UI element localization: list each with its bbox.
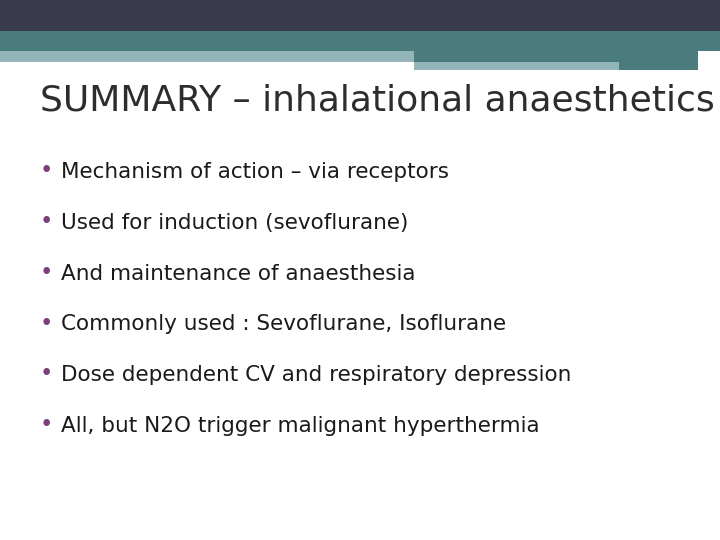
FancyBboxPatch shape [414,51,698,62]
FancyBboxPatch shape [414,62,619,70]
Text: •: • [40,413,53,436]
Text: All, but N2O trigger malignant hyperthermia: All, but N2O trigger malignant hyperther… [61,416,540,436]
Text: •: • [40,261,53,284]
Text: And maintenance of anaesthesia: And maintenance of anaesthesia [61,264,415,284]
Text: •: • [40,159,53,183]
Text: •: • [40,362,53,386]
FancyBboxPatch shape [0,51,414,62]
Text: Commonly used : Sevoflurane, Isoflurane: Commonly used : Sevoflurane, Isoflurane [61,314,506,334]
FancyBboxPatch shape [619,62,698,70]
Text: •: • [40,210,53,233]
FancyBboxPatch shape [0,31,720,51]
Text: Used for induction (sevoflurane): Used for induction (sevoflurane) [61,213,408,233]
FancyBboxPatch shape [0,0,720,31]
Text: Mechanism of action – via receptors: Mechanism of action – via receptors [61,162,449,182]
Text: SUMMARY – inhalational anaesthetics: SUMMARY – inhalational anaesthetics [40,84,714,118]
Text: Dose dependent CV and respiratory depression: Dose dependent CV and respiratory depres… [61,365,572,385]
Text: •: • [40,312,53,335]
